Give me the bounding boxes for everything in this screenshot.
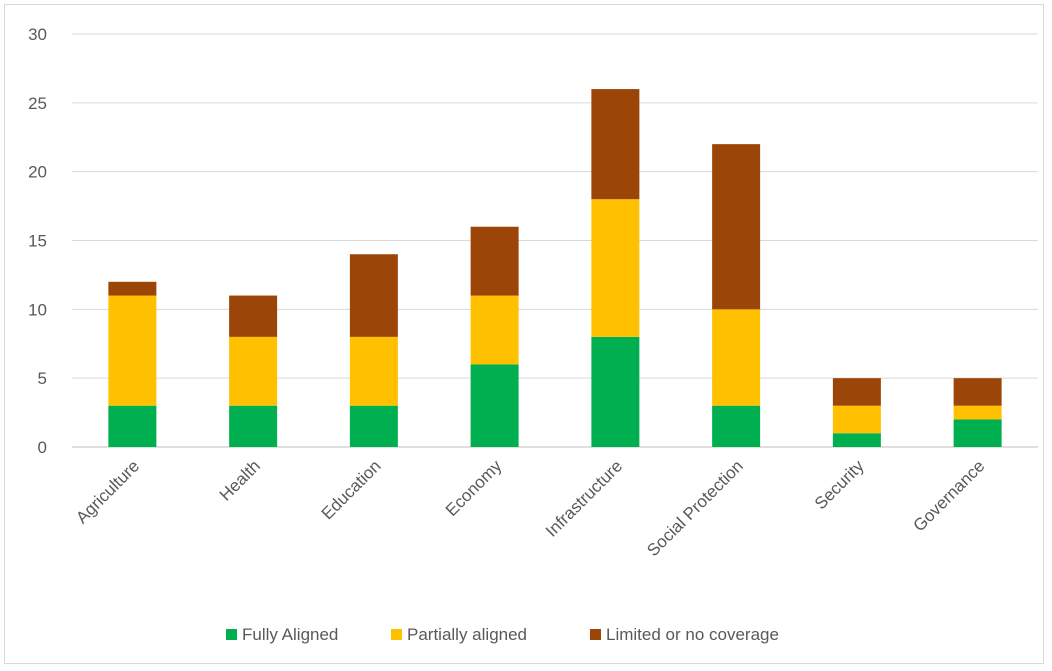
bars (108, 89, 1002, 447)
bar-segment-3 (349, 254, 398, 337)
bar-segment-2 (712, 309, 761, 406)
bar-segment-3 (470, 226, 519, 296)
legend-swatch (590, 629, 601, 640)
bar-segment-3 (591, 89, 640, 200)
legend: Fully Aligned Partially aligned Limited or… (226, 625, 779, 644)
legend-label: Fully Aligned (242, 625, 338, 644)
y-tick-label: 25 (28, 94, 47, 113)
bar-segment-2 (229, 336, 278, 406)
y-tick-label: 10 (28, 300, 47, 319)
legend-label: Limited or no coverage (606, 625, 779, 644)
bar-segment-2 (470, 295, 519, 365)
bar-segment-3 (832, 378, 881, 406)
bar-segment-2 (953, 405, 1002, 420)
legend-swatch (226, 629, 237, 640)
x-tick-label: Agriculture (72, 456, 143, 527)
bar-segment-1 (229, 405, 278, 447)
bar-segment-1 (108, 405, 157, 447)
bar-segment-2 (349, 336, 398, 406)
legend-label: Partially aligned (407, 625, 527, 644)
bar-segment-2 (591, 199, 640, 337)
chart-frame (4, 4, 1044, 664)
y-tick-label: 5 (38, 369, 47, 388)
bar-segment-2 (108, 295, 157, 406)
bar-segment-3 (108, 281, 157, 296)
bar-segment-2 (832, 405, 881, 434)
y-tick-label: 20 (28, 163, 47, 182)
x-tick-label: Governance (910, 456, 989, 535)
bar-segment-3 (229, 295, 278, 337)
y-tick-label: 0 (38, 438, 47, 457)
bar-segment-1 (349, 405, 398, 447)
bar-segment-3 (712, 144, 761, 310)
y-tick-label: 30 (28, 25, 47, 44)
x-tick-label: Social Protection (643, 456, 747, 560)
bar-segment-1 (591, 336, 640, 447)
y-tick-label: 15 (28, 232, 47, 251)
bar-segment-1 (832, 433, 881, 447)
x-tick-label: Health (216, 456, 264, 504)
bar-segment-1 (712, 405, 761, 447)
x-tick-label: Economy (442, 456, 506, 520)
bar-segment-3 (953, 378, 1002, 406)
x-axis-ticks: Agriculture Health Education Economy Infrast… (72, 456, 988, 560)
x-tick-label: Education (318, 456, 385, 523)
bar-segment-1 (470, 364, 519, 447)
bar-segment-1 (953, 419, 1002, 447)
gridlines (72, 33, 1038, 448)
x-tick-label: Infrastructure (542, 456, 626, 540)
x-tick-label: Security (811, 456, 868, 513)
y-axis-ticks: 0 5 10 15 20 25 30 (28, 25, 47, 457)
legend-swatch (391, 629, 402, 640)
